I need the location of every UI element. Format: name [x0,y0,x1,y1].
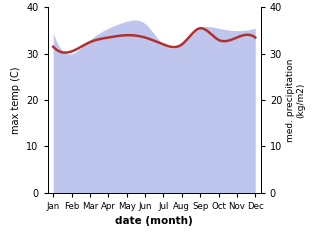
Y-axis label: med. precipitation
(kg/m2): med. precipitation (kg/m2) [286,58,306,142]
X-axis label: date (month): date (month) [115,216,193,226]
Y-axis label: max temp (C): max temp (C) [11,66,21,134]
